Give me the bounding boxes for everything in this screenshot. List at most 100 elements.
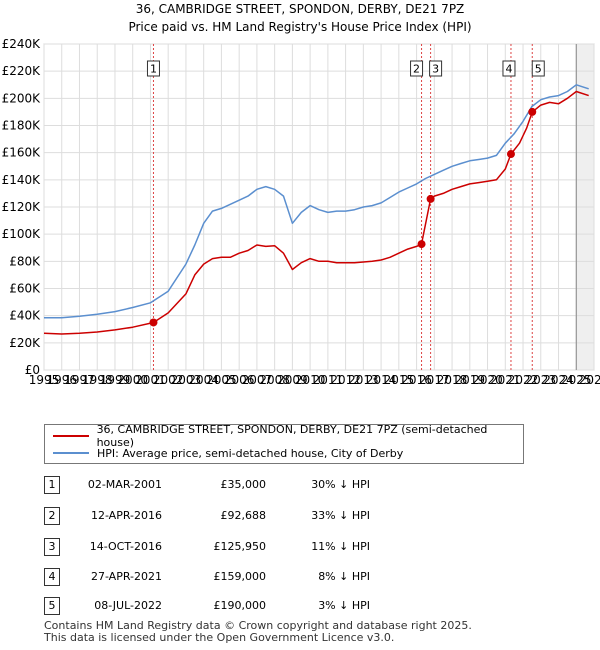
x-tick-label: 2017 [419, 373, 450, 387]
table-row: 5 08-JUL-2022 £190,000 3% ↓ HPI [0, 597, 600, 617]
y-tick-label: £220K [2, 64, 42, 78]
sale-label-box [429, 60, 443, 77]
transaction-price: £190,000 [213, 599, 267, 612]
transaction-date: 08-JUL-2022 [94, 599, 162, 612]
x-tick-label: 2010 [295, 373, 326, 387]
footer-copyright: Contains HM Land Registry data © Crown c… [44, 619, 472, 632]
transaction-price: £35,000 [220, 478, 267, 491]
transaction-price: £92,688 [220, 509, 267, 522]
y-tick-label: £60K [9, 282, 41, 296]
sale-label-box [410, 60, 424, 77]
legend-item-price: 36, CAMBRIDGE STREET, SPONDON, DERBY, DE… [53, 423, 523, 449]
legend: 36, CAMBRIDGE STREET, SPONDON, DERBY, DE… [44, 423, 524, 464]
x-tick-label: 2025 [561, 373, 592, 387]
x-tick-label: 2009 [277, 373, 308, 387]
transaction-date: 02-MAR-2001 [87, 478, 162, 491]
x-tick-label: 2018 [437, 373, 468, 387]
x-tick-label: 2007 [242, 373, 273, 387]
axes: £0 £20K £40K £60K £80K £100K £120K £140K £160K £1… [2, 37, 600, 387]
sale-point [426, 194, 435, 203]
y-tick-label: £100K [2, 227, 42, 241]
y-tick-label: £40K [9, 309, 41, 323]
x-tick-label: 1997 [64, 373, 95, 387]
marker-points [149, 107, 537, 327]
sale-label-box [502, 60, 516, 77]
sale-label: 5 [535, 63, 542, 76]
transaction-number: 2 [44, 507, 60, 525]
transaction-hpi: 11% ↓ HPI [311, 540, 370, 553]
x-tick-label: 1995 [29, 373, 60, 387]
transaction-number: 5 [44, 597, 60, 615]
sale-label: 1 [150, 63, 157, 76]
transaction-price: £159,000 [213, 570, 267, 583]
hpi-line [44, 84, 589, 319]
x-tick-label: 2014 [366, 373, 397, 387]
transaction-date: 27-APR-2021 [90, 570, 162, 583]
transaction-hpi: 8% ↓ HPI [318, 570, 370, 583]
y-tick-label: £20K [9, 336, 41, 350]
x-tick-label: 2015 [384, 373, 415, 387]
legend-label-price: 36, CAMBRIDGE STREET, SPONDON, DERBY, DE… [96, 423, 488, 449]
x-tick-label: 1999 [100, 373, 131, 387]
legend-label-hpi: HPI: Average price, semi-detached house,… [97, 446, 404, 460]
x-tick-label: 2011 [313, 373, 344, 387]
table-row: 3 14-OCT-2016 £125,950 11% ↓ HPI [0, 538, 600, 558]
transaction-hpi: 33% ↓ HPI [311, 509, 370, 522]
transaction-price: £125,950 [213, 540, 267, 553]
sale-point [417, 240, 426, 249]
chart-title: 36, CAMBRIDGE STREET, SPONDON, DERBY, DE… [135, 2, 465, 16]
legend-swatch-price [53, 435, 89, 437]
y-tick-label: £0 [25, 363, 40, 377]
x-tick-label: 2008 [259, 373, 290, 387]
y-tick-label: £120K [2, 200, 42, 214]
sale-point [149, 318, 158, 327]
x-tick-label: 2026 [579, 373, 600, 387]
sale-point [506, 150, 515, 159]
x-tick-label: 2021 [490, 373, 521, 387]
x-tick-label: 2023 [526, 373, 557, 387]
sale-label: 3 [432, 63, 439, 76]
legend-item-hpi: HPI: Average price, semi-detached house,… [53, 445, 403, 461]
x-tick-label: 2022 [508, 373, 539, 387]
chart-subtitle: Price paid vs. HM Land Registry's House … [128, 20, 472, 34]
transaction-number: 1 [44, 476, 60, 494]
x-tick-label: 2004 [188, 373, 219, 387]
x-tick-label: 2016 [401, 373, 432, 387]
y-tick-label: £180K [2, 119, 42, 133]
transaction-hpi: 3% ↓ HPI [318, 599, 370, 612]
x-tick-label: 2005 [206, 373, 237, 387]
sale-label-box [146, 60, 160, 77]
y-tick-label: £200K [2, 91, 42, 105]
transaction-hpi: 30% ↓ HPI [311, 478, 370, 491]
sale-point [528, 107, 537, 116]
x-tick-label: 2024 [543, 373, 574, 387]
legend-swatch-hpi [53, 452, 89, 454]
x-tick-label: 2006 [224, 373, 255, 387]
transaction-number: 3 [44, 538, 60, 556]
x-tick-label: 2001 [135, 373, 166, 387]
footer: Contains HM Land Registry data © Crown c… [44, 620, 472, 644]
y-tick-label: £240K [2, 37, 42, 51]
x-tick-label: 2012 [330, 373, 361, 387]
y-tick-label: £140K [2, 173, 42, 187]
x-tick-label: 2000 [117, 373, 148, 387]
x-tick-label: 1996 [46, 373, 77, 387]
x-tick-label: 2019 [455, 373, 486, 387]
x-tick-label: 2002 [153, 373, 184, 387]
transaction-date: 14-OCT-2016 [89, 540, 162, 553]
x-tick-label: 2020 [472, 373, 503, 387]
table-row: 2 12-APR-2016 £92,688 33% ↓ HPI [0, 507, 600, 527]
x-tick-label: 2003 [171, 373, 202, 387]
sale-label: 2 [413, 63, 420, 76]
sale-label: 4 [505, 63, 512, 76]
x-tick-label: 2013 [348, 373, 379, 387]
sale-label-box [531, 60, 545, 77]
table-row: 4 27-APR-2021 £159,000 8% ↓ HPI [0, 568, 600, 588]
y-tick-label: £80K [9, 254, 41, 268]
y-tick-label: £160K [2, 146, 42, 160]
table-row: 1 02-MAR-2001 £35,000 30% ↓ HPI [0, 476, 600, 496]
transaction-number: 4 [44, 568, 60, 586]
transaction-date: 12-APR-2016 [90, 509, 162, 522]
